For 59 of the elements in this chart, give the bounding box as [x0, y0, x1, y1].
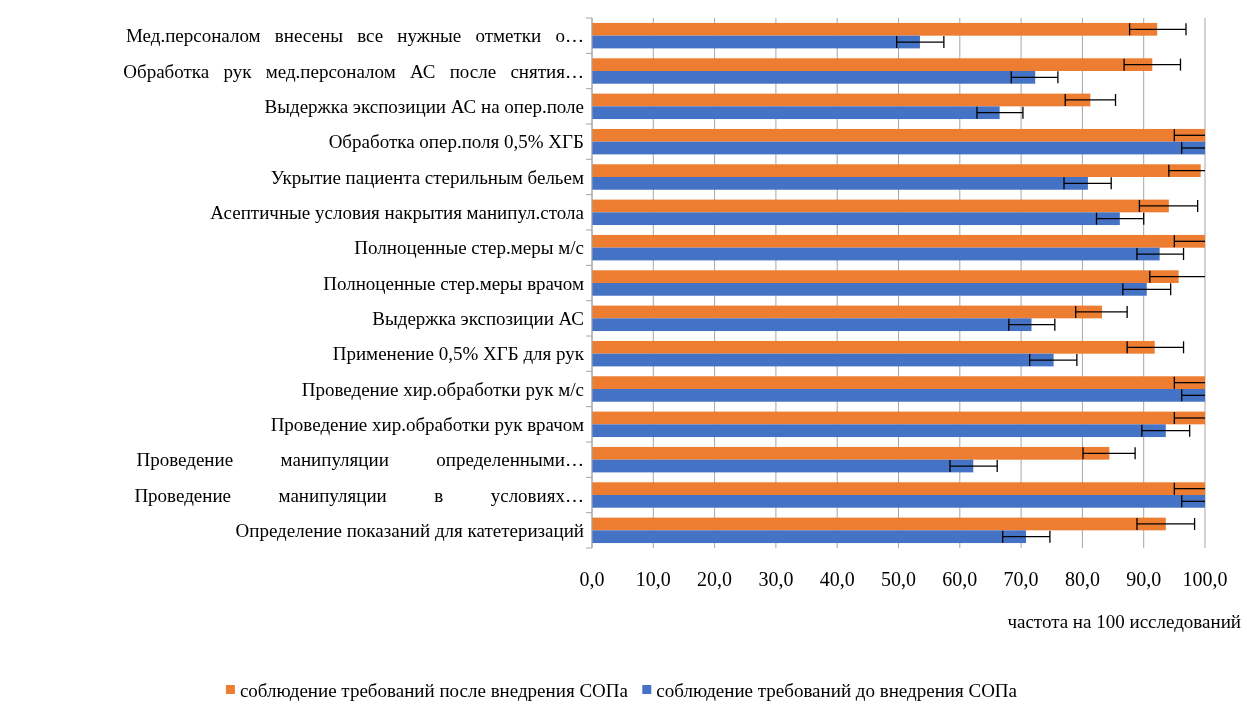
bar — [592, 247, 1160, 261]
bar — [592, 164, 1201, 177]
y-tick-label: Проведение хир.обработки рук врачом — [270, 413, 584, 435]
bar — [592, 446, 1110, 460]
x-tick-label: 80,0 — [1064, 568, 1100, 590]
bar — [592, 270, 1179, 283]
y-tick-label: Полноценные стер.меры врачом — [323, 272, 584, 294]
y-tick-label: Обработка опер.поля 0,5% ХГБ — [328, 131, 584, 153]
x-tick-label: 100,0 — [1182, 568, 1228, 590]
bar — [592, 530, 1026, 544]
bar — [592, 459, 974, 473]
x-tick-label: 90,0 — [1126, 568, 1162, 590]
y-tick-label: Проведение манипуляции в условиях… — [134, 484, 584, 506]
bar — [592, 22, 1158, 36]
bar — [592, 482, 1205, 495]
bar — [592, 376, 1205, 389]
x-tick-label: 60,0 — [942, 568, 978, 590]
y-tick-label: Применение 0,5% ХГБ для рук — [332, 343, 585, 365]
x-tick-label: 40,0 — [819, 568, 855, 590]
bar — [592, 58, 1153, 71]
x-tick-label: 0,0 — [579, 568, 605, 590]
bar — [592, 141, 1205, 155]
y-tick-label: Полноценные стер.меры м/с — [354, 237, 584, 259]
bar — [592, 411, 1205, 425]
bar — [592, 93, 1091, 107]
y-tick-label: Проведение хир.обработки рук м/с — [301, 378, 584, 400]
x-tick-label: 20,0 — [697, 568, 733, 590]
y-tick-label: Мед.персоналом внесены все нужные отметки о… — [125, 25, 584, 47]
bar — [592, 199, 1169, 213]
y-tick-label: Проведение манипуляции определенными… — [136, 449, 584, 471]
bar — [592, 318, 1032, 332]
bar — [592, 106, 1000, 120]
x-tick-label: 10,0 — [635, 568, 671, 590]
bar — [592, 495, 1205, 508]
x-tick-label: 30,0 — [758, 568, 794, 590]
legend-label: соблюдение требований после внедрения СОПа — [239, 679, 629, 701]
bar — [592, 177, 1088, 190]
y-tick-label: Выдержка экспозиции АС на опер.поле — [264, 95, 584, 117]
bar — [592, 389, 1205, 402]
x-axis-title: частота на 100 исследований — [1007, 611, 1241, 632]
bar — [592, 353, 1054, 367]
bar — [592, 340, 1155, 354]
x-tick-label: 50,0 — [881, 568, 916, 590]
bar — [592, 212, 1120, 226]
x-tick-label: 70,0 — [1003, 568, 1039, 590]
y-tick-label: Выдержка экспозиции АС — [372, 307, 584, 329]
bar — [592, 128, 1205, 142]
y-tick-label: Укрытие пациента стерильным бельем — [270, 166, 584, 188]
bar — [592, 305, 1103, 319]
bar — [592, 517, 1166, 531]
legend-label: соблюдение требований до внедрения СОПа — [656, 679, 1018, 701]
bar — [592, 424, 1166, 438]
bar — [592, 283, 1147, 296]
bar — [592, 71, 1036, 84]
y-tick-label: Асептичные условия накрытия манипул.стола — [210, 201, 585, 223]
y-tick-label: Определение показаний для катетеризаций — [235, 519, 584, 541]
bar — [592, 234, 1205, 248]
bar — [592, 35, 920, 49]
y-tick-label: Обработка рук мед.персоналом АС после снятия… — [123, 60, 584, 82]
